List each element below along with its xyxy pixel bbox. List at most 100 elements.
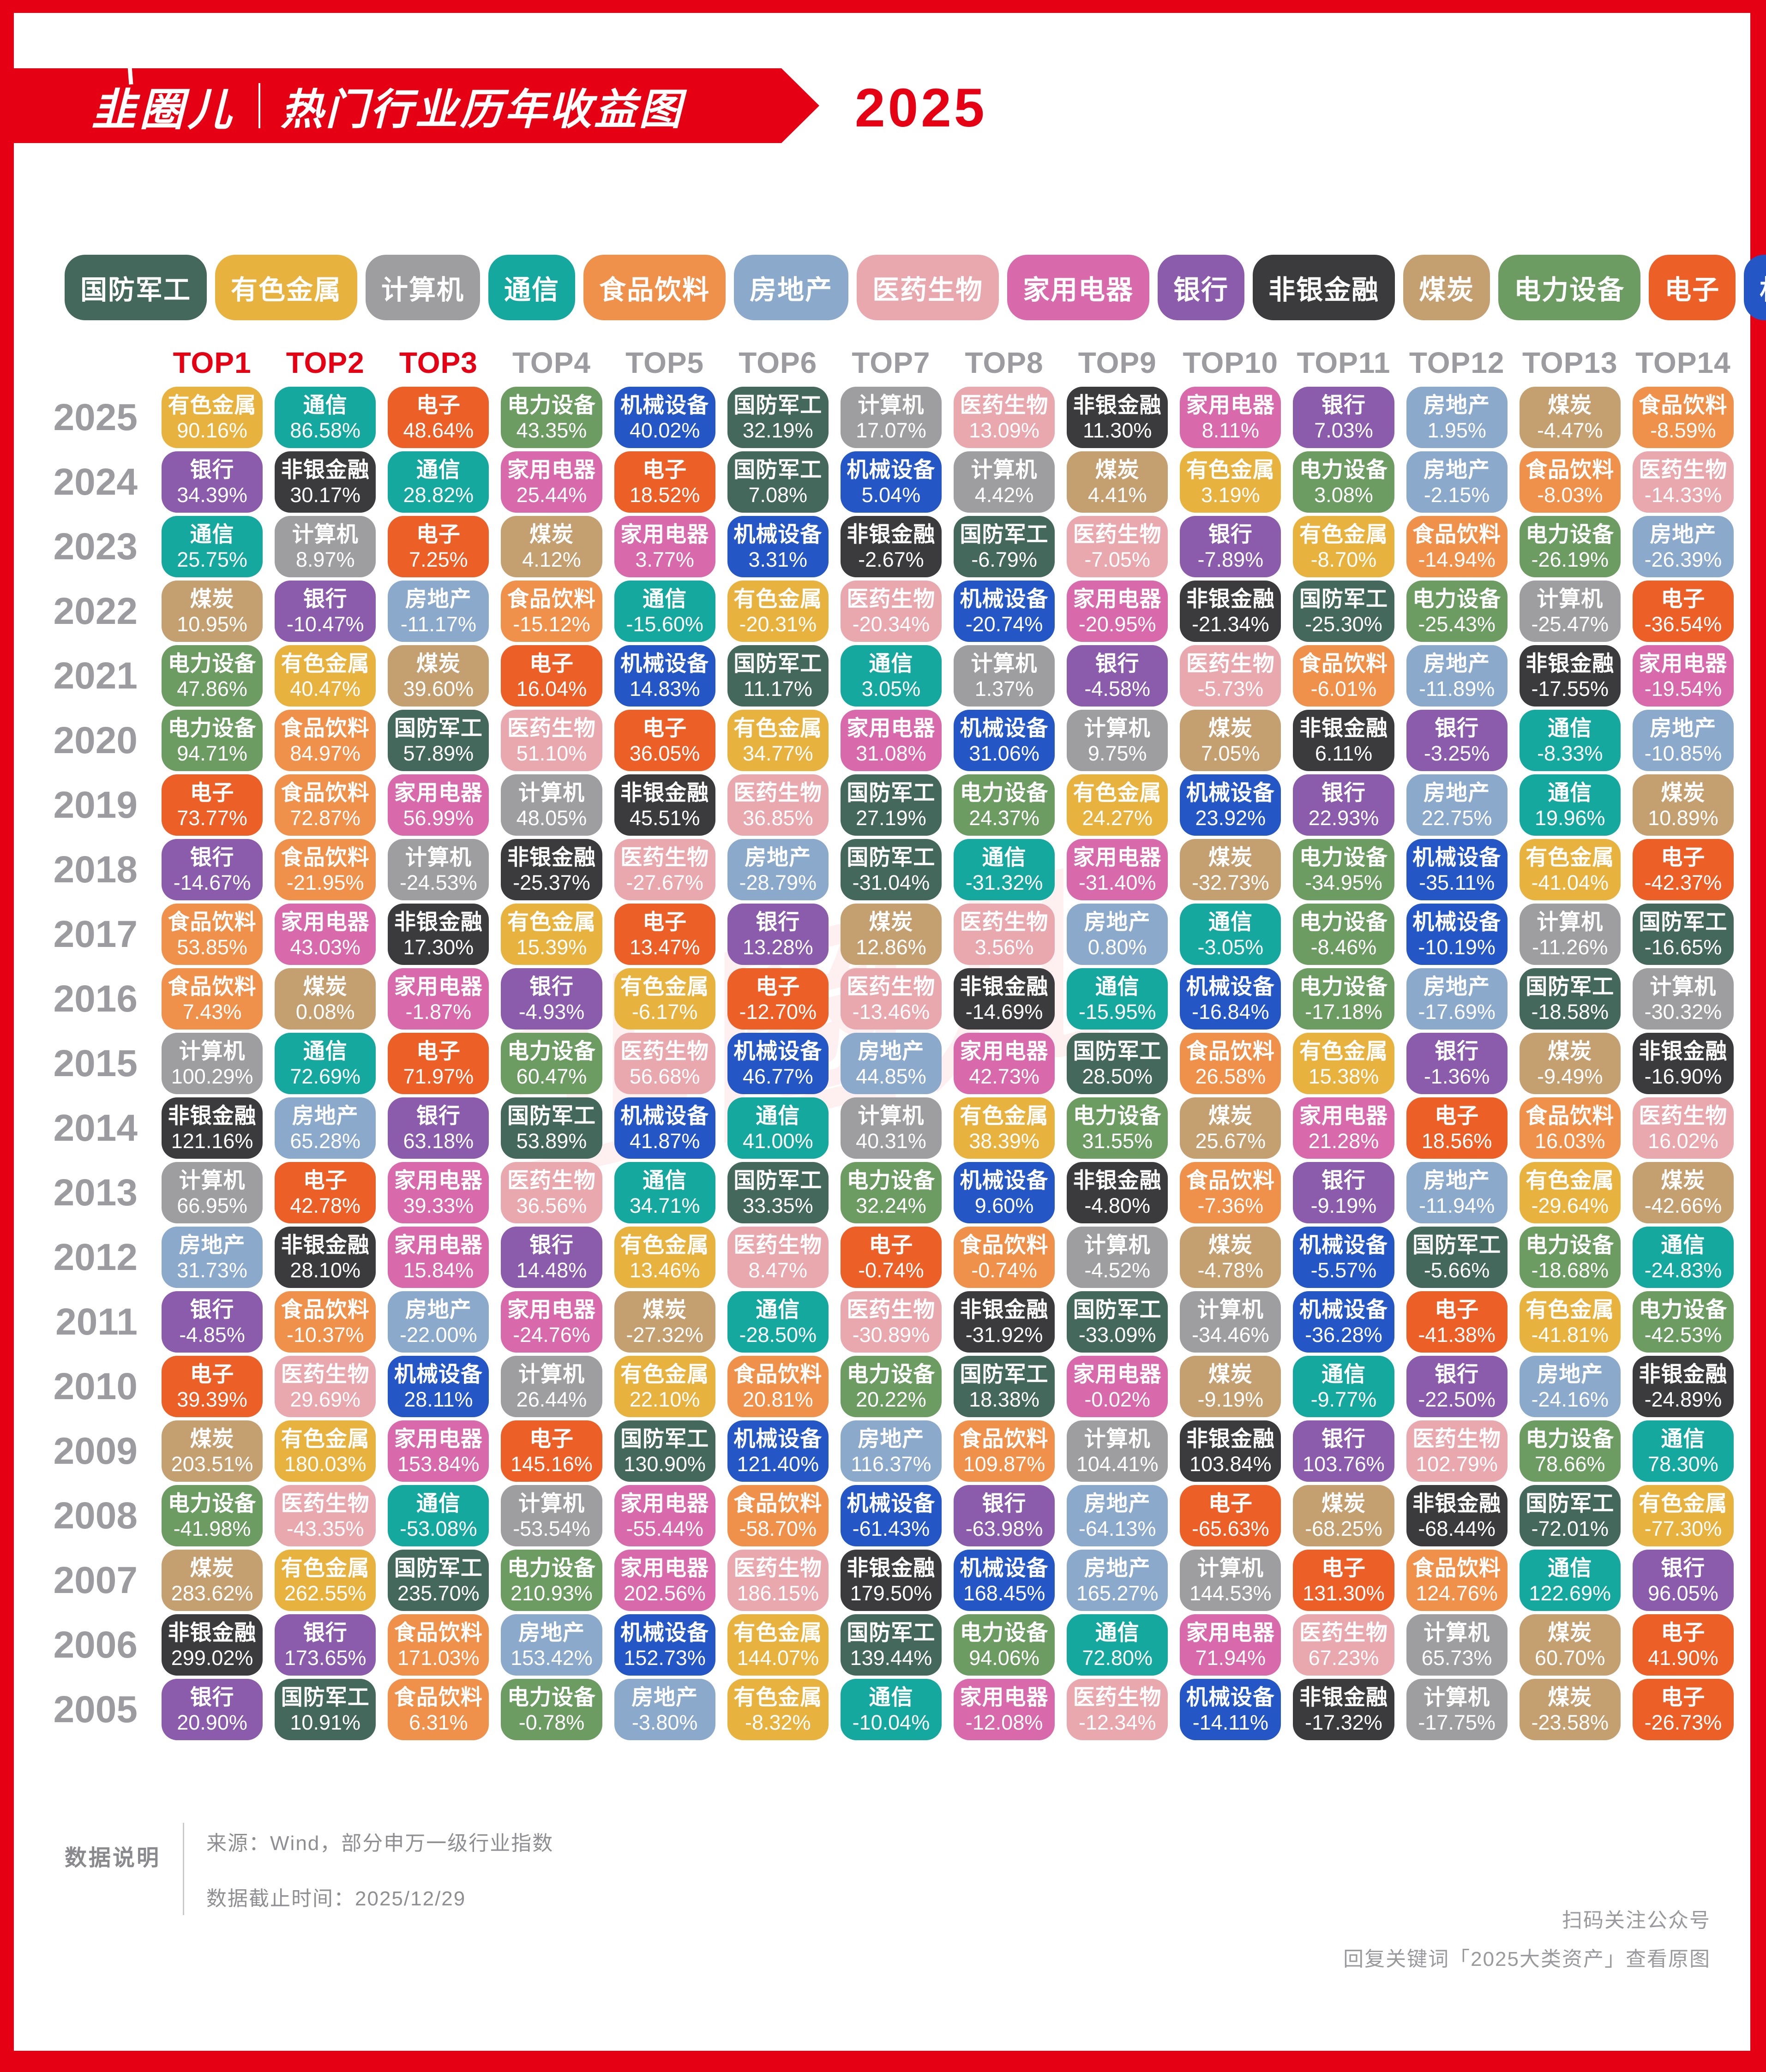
return-cell: 国防军工 57.89% — [388, 710, 489, 771]
cell-industry: 有色金属 — [1526, 1297, 1615, 1322]
cell-industry: 计算机 — [1424, 1620, 1490, 1645]
legend-pill-食品饮料: 食品饮料 — [583, 255, 726, 320]
return-cell: 非银金融 179.50% — [840, 1550, 942, 1611]
cell-value: 13.47% — [629, 935, 700, 959]
cell-industry: 煤炭 — [1548, 1039, 1592, 1064]
cell-industry: 银行 — [756, 910, 800, 934]
return-cell: 电子 71.97% — [388, 1033, 489, 1094]
legend-pill-计算机: 计算机 — [366, 255, 481, 320]
cell-value: 131.30% — [1303, 1581, 1385, 1605]
cell-industry: 机械设备 — [1186, 974, 1275, 999]
year-label: 2017 — [53, 913, 138, 955]
return-cell: 电力设备 -8.46% — [1293, 904, 1394, 965]
cell-value: 31.73% — [177, 1258, 247, 1282]
return-cell: 机械设备 -5.57% — [1293, 1227, 1394, 1288]
cell-value: -20.74% — [965, 612, 1043, 636]
cell-value: -0.74% — [858, 1258, 924, 1282]
cell-industry: 医药生物 — [1073, 522, 1162, 547]
cell-industry: 电子 — [1661, 845, 1706, 870]
cell-industry: 通信 — [1548, 780, 1592, 805]
cell-industry: 食品饮料 — [733, 1491, 823, 1516]
cell-industry: 计算机 — [518, 1491, 585, 1516]
cell-industry: 房地产 — [1424, 457, 1490, 482]
return-cell: 电子 131.30% — [1293, 1550, 1394, 1611]
return-cell: 电子 36.05% — [614, 710, 715, 771]
cell-industry: 有色金属 — [1526, 845, 1615, 870]
cell-industry: 医药生物 — [281, 1362, 370, 1387]
return-cell: 食品饮料 -58.70% — [727, 1485, 829, 1546]
return-cell: 银行 13.28% — [727, 904, 829, 965]
cell-value: 48.64% — [403, 418, 474, 442]
return-cell: 家用电器 39.33% — [388, 1162, 489, 1223]
cell-value: 121.40% — [737, 1452, 819, 1476]
cell-value: 13.09% — [969, 418, 1039, 442]
cell-industry: 非银金融 — [1186, 1426, 1275, 1451]
cell-value: -28.50% — [739, 1323, 817, 1347]
cell-industry: 房地产 — [1084, 1556, 1151, 1581]
column-header-TOP2: TOP2 — [286, 346, 365, 379]
return-cell: 机械设备 14.83% — [614, 645, 715, 707]
return-cell: 煤炭 -4.47% — [1519, 387, 1621, 448]
legend-pill-机械设备: 机械设备 — [1744, 255, 1766, 320]
legend: 国防军工 有色金属 计算机 通信 食品饮料 房地产 医药生物 家用电器 银行 非银金融 煤炭 电力设备… — [65, 255, 1766, 320]
cell-value: 203.51% — [171, 1452, 253, 1476]
return-cell: 电力设备 94.06% — [953, 1614, 1055, 1676]
cell-value: -31.92% — [965, 1323, 1043, 1347]
cell-industry: 食品饮料 — [1186, 1039, 1275, 1064]
legend-pill-非银金融: 非银金融 — [1253, 255, 1395, 320]
cell-industry: 银行 — [1435, 1039, 1479, 1064]
cell-industry: 国防军工 — [281, 1685, 370, 1710]
cell-industry: 电子 — [1321, 1556, 1366, 1581]
cell-industry: 家用电器 — [620, 1491, 709, 1516]
cell-value: 20.22% — [856, 1387, 926, 1411]
return-cell: 计算机 100.29% — [162, 1033, 263, 1094]
legend-pill-label: 煤炭 — [1419, 275, 1475, 305]
return-cell: 家用电器 -19.54% — [1632, 645, 1734, 707]
cell-value: 71.94% — [1195, 1646, 1266, 1670]
cell-industry: 食品饮料 — [1526, 457, 1615, 482]
cell-value: -32.73% — [1192, 870, 1269, 894]
cell-industry: 国防军工 — [847, 1620, 936, 1645]
cell-industry: 机械设备 — [394, 1362, 483, 1387]
return-cell: 食品饮料 -0.74% — [953, 1227, 1055, 1288]
cell-industry: 电子 — [529, 1426, 574, 1451]
return-cell: 通信 25.75% — [162, 516, 263, 577]
cell-industry: 医药生物 — [847, 974, 936, 999]
cell-value: -30.89% — [852, 1323, 930, 1347]
banner-divider — [258, 83, 260, 128]
return-cell: 有色金属 -41.81% — [1519, 1291, 1621, 1353]
cell-industry: 计算机 — [858, 393, 925, 418]
return-cell: 房地产 -26.39% — [1632, 516, 1734, 577]
cell-value: 56.99% — [403, 806, 474, 830]
cell-value: 36.85% — [742, 806, 813, 830]
year-label: 2019 — [53, 784, 138, 826]
cell-value: 57.89% — [403, 741, 474, 765]
return-cell: 煤炭 -27.32% — [614, 1291, 715, 1353]
cell-value: 26.58% — [1195, 1064, 1266, 1088]
return-cell: 非银金融 121.16% — [162, 1097, 263, 1159]
return-cell: 国防军工 10.91% — [275, 1679, 376, 1740]
return-cell: 煤炭 10.95% — [162, 581, 263, 642]
cell-industry: 电子 — [416, 522, 461, 547]
cell-value: -31.32% — [965, 870, 1043, 894]
cell-value: 44.85% — [856, 1064, 926, 1088]
return-cell: 通信 -8.33% — [1519, 710, 1621, 771]
cell-value: 63.18% — [403, 1129, 474, 1153]
cell-value: 25.75% — [177, 547, 247, 571]
return-cell: 煤炭 39.60% — [388, 645, 489, 707]
cell-value: -15.60% — [626, 612, 703, 636]
return-cell: 通信 -9.77% — [1293, 1356, 1394, 1417]
return-cell: 医药生物 36.56% — [501, 1162, 602, 1223]
cell-value: -25.30% — [1305, 612, 1382, 636]
return-cell: 家用电器 -55.44% — [614, 1485, 715, 1546]
cell-industry: 家用电器 — [1186, 1620, 1275, 1645]
cell-value: -11.94% — [1418, 1193, 1495, 1217]
cell-industry: 通信 — [1661, 1233, 1706, 1258]
cell-value: 11.17% — [743, 677, 812, 701]
return-cell: 医药生物 -20.34% — [840, 581, 942, 642]
return-cell: 家用电器 -12.08% — [953, 1679, 1055, 1740]
return-cell: 食品饮料 84.97% — [275, 710, 376, 771]
cell-industry: 机械设备 — [960, 587, 1049, 611]
column-header-TOP7: TOP7 — [852, 346, 931, 379]
cell-industry: 食品饮料 — [507, 587, 596, 611]
